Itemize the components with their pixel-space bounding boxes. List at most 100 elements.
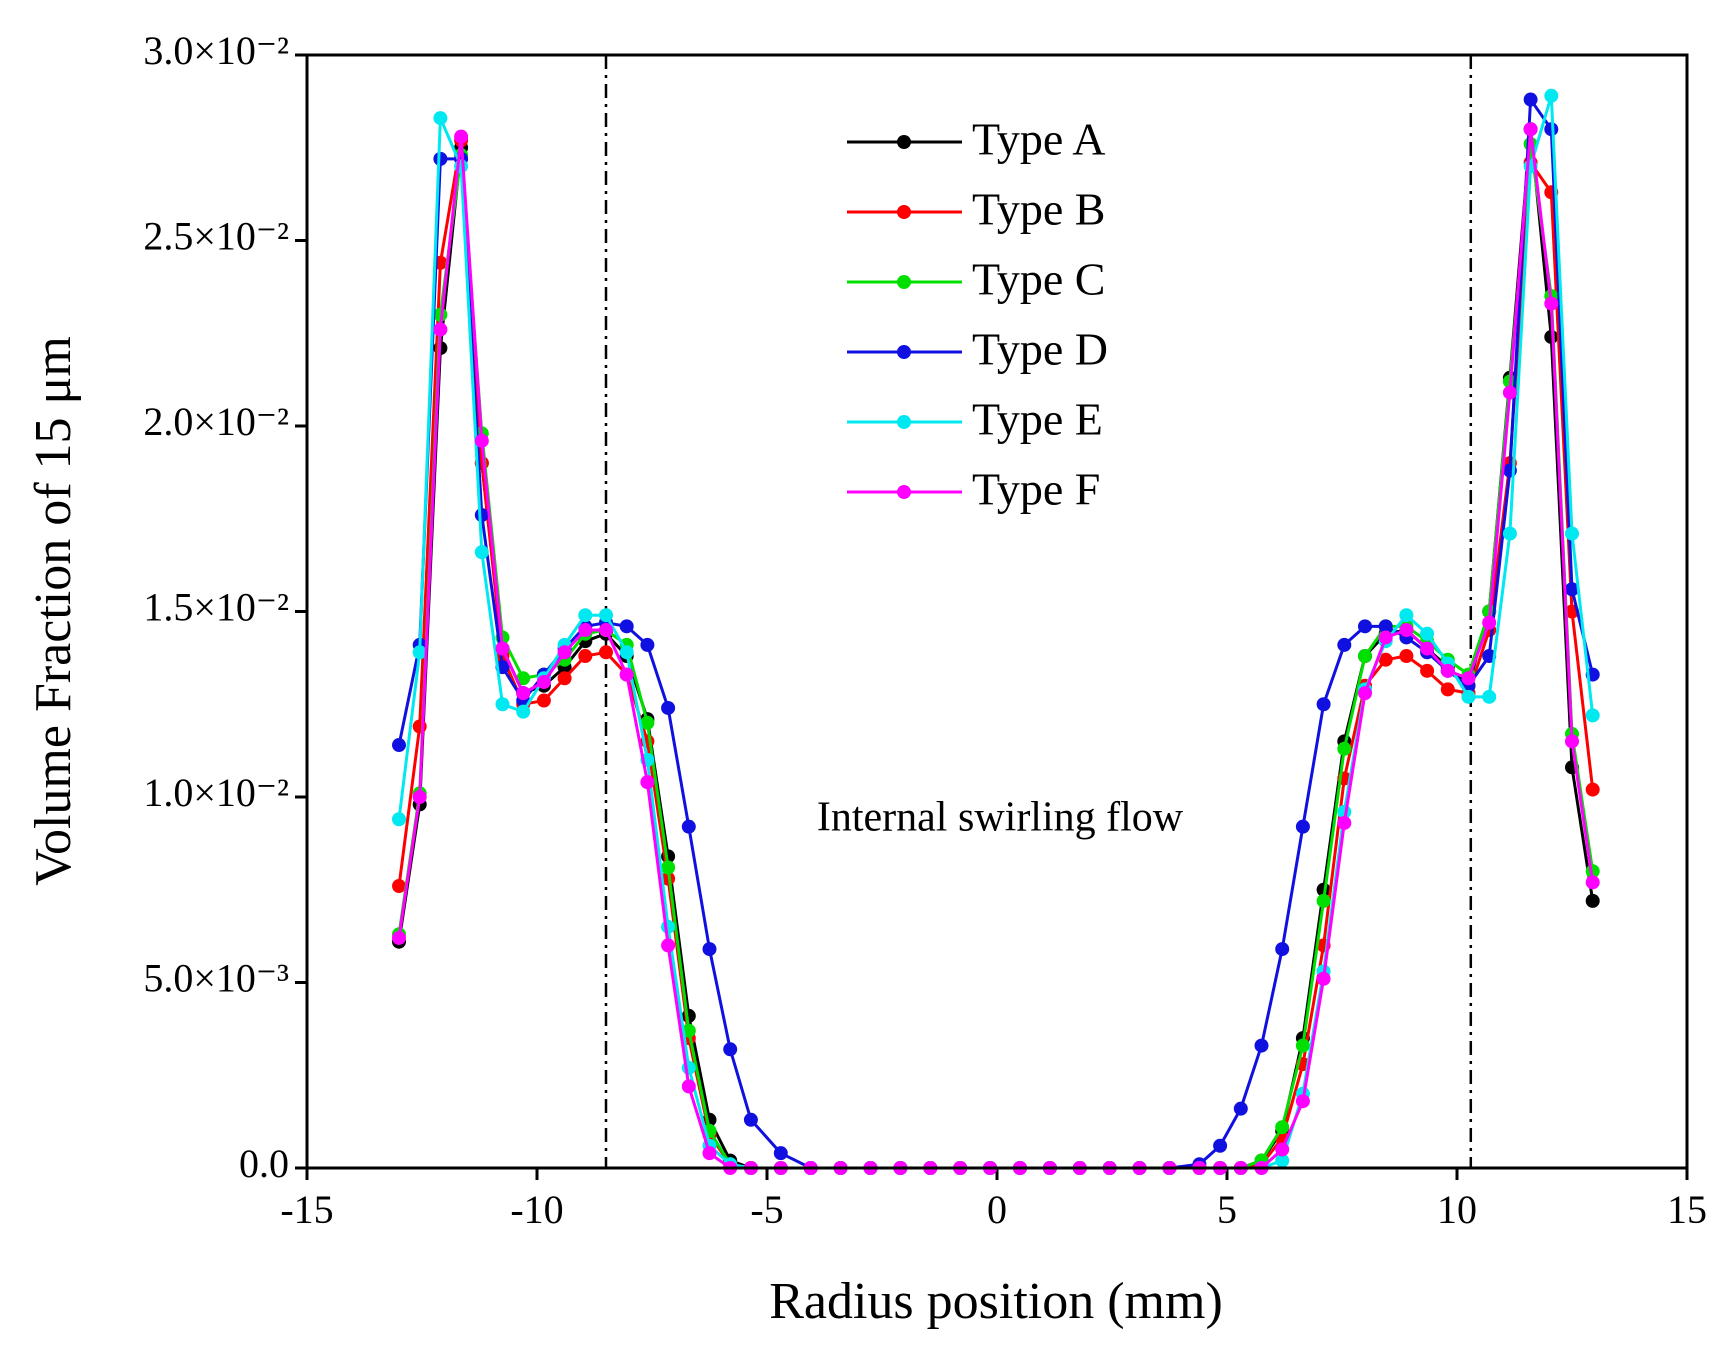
data-point xyxy=(474,545,489,560)
data-point xyxy=(1337,637,1352,652)
data-point xyxy=(474,433,489,448)
data-point xyxy=(1358,649,1372,664)
y-tick-label: 1.0×10⁻² xyxy=(143,770,289,815)
data-point xyxy=(773,1146,788,1161)
legend-marker xyxy=(897,415,911,429)
legend-label: Type E xyxy=(972,394,1103,445)
legend-label: Type D xyxy=(972,324,1108,375)
data-point xyxy=(1420,641,1435,656)
data-point xyxy=(1482,689,1497,704)
data-point xyxy=(412,790,427,804)
data-point xyxy=(1420,663,1435,678)
data-point xyxy=(536,674,551,689)
data-point xyxy=(392,812,406,827)
data-point xyxy=(392,738,406,753)
data-point xyxy=(1544,122,1559,137)
data-point xyxy=(1295,1038,1310,1053)
data-point xyxy=(1275,1120,1290,1135)
data-point xyxy=(1523,92,1538,107)
legend-marker xyxy=(897,275,911,289)
data-point xyxy=(495,641,510,656)
data-point xyxy=(599,645,613,660)
plot-frame xyxy=(305,53,1689,1170)
data-point xyxy=(599,608,613,623)
data-point xyxy=(392,930,406,945)
data-point xyxy=(599,623,613,638)
data-point xyxy=(557,645,572,660)
data-point xyxy=(1295,819,1310,834)
data-point xyxy=(743,1112,758,1127)
data-point xyxy=(536,693,551,708)
data-point xyxy=(702,942,717,957)
x-tick-label: -10 xyxy=(510,1187,563,1232)
data-point xyxy=(661,938,676,953)
data-point xyxy=(1399,649,1414,664)
data-point xyxy=(1316,893,1331,908)
annotation: Internal swirling flow xyxy=(817,795,1184,841)
data-point xyxy=(640,775,655,790)
y-tick-label: 0.0 xyxy=(239,1141,289,1186)
data-point xyxy=(1378,619,1393,634)
data-point xyxy=(412,645,427,660)
x-tick-label: -15 xyxy=(280,1187,333,1232)
data-point xyxy=(702,1146,717,1161)
data-point xyxy=(1399,608,1414,623)
data-point xyxy=(1502,526,1517,541)
data-point xyxy=(454,129,469,144)
data-point xyxy=(723,1042,738,1057)
legend-label: Type A xyxy=(972,114,1106,165)
data-point xyxy=(1585,875,1600,890)
data-point xyxy=(1337,741,1352,756)
data-point xyxy=(433,111,448,126)
data-point xyxy=(1544,296,1559,311)
data-point xyxy=(578,623,593,638)
data-point xyxy=(1358,619,1372,634)
data-point xyxy=(1316,697,1331,712)
y-tick-label: 3.0×10⁻² xyxy=(143,28,289,73)
data-point xyxy=(433,151,448,166)
data-point xyxy=(640,715,655,730)
data-point xyxy=(681,819,696,834)
data-point xyxy=(640,637,655,652)
x-tick-label: 10 xyxy=(1437,1187,1477,1232)
data-point xyxy=(1233,1101,1248,1116)
data-point xyxy=(1585,782,1600,797)
data-point xyxy=(619,645,634,660)
data-point xyxy=(1295,1094,1310,1109)
data-point xyxy=(578,649,593,664)
data-point xyxy=(619,619,634,634)
data-point xyxy=(516,704,531,719)
data-point xyxy=(1275,942,1290,957)
legend-marker xyxy=(897,135,911,149)
data-point xyxy=(412,719,427,734)
y-tick-label: 5.0×10⁻³ xyxy=(143,956,289,1001)
x-tick-label: 15 xyxy=(1667,1187,1707,1232)
y-tick-label: 1.5×10⁻² xyxy=(143,585,289,630)
data-point xyxy=(474,508,489,523)
data-point xyxy=(1565,526,1579,541)
data-point xyxy=(1378,652,1393,667)
data-point xyxy=(1254,1038,1269,1053)
data-point xyxy=(1420,626,1435,641)
data-point xyxy=(1565,734,1579,749)
data-point xyxy=(1440,682,1455,697)
data-point xyxy=(661,919,676,934)
data-point xyxy=(1399,623,1414,638)
x-tick-label: 0 xyxy=(987,1187,1007,1232)
data-point xyxy=(1316,971,1331,986)
data-point xyxy=(1275,1153,1290,1168)
data-point xyxy=(1275,1142,1290,1157)
data-point xyxy=(433,322,448,337)
data-point xyxy=(1502,385,1517,400)
x-tick-label: 5 xyxy=(1217,1187,1237,1232)
legend-marker xyxy=(897,485,911,499)
data-point xyxy=(619,667,634,682)
legend-marker xyxy=(897,205,911,219)
data-point xyxy=(1440,663,1455,678)
data-point xyxy=(1585,893,1600,908)
data-point xyxy=(1378,630,1393,645)
data-point xyxy=(1213,1138,1228,1153)
legend-label: Type F xyxy=(972,464,1100,515)
legend-label: Type C xyxy=(972,254,1106,305)
